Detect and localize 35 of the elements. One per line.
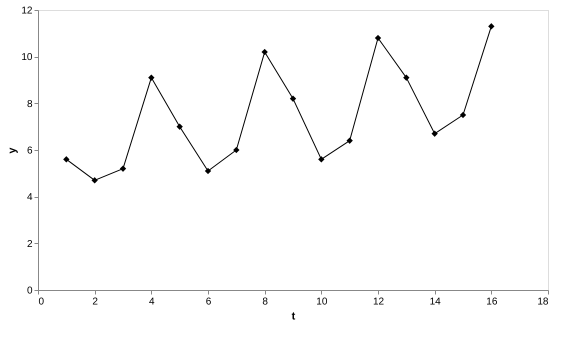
y-tick-label: 4 [26, 192, 33, 204]
point [432, 130, 438, 137]
point [403, 74, 410, 81]
x-tick-label: 8 [262, 296, 268, 308]
point [374, 34, 382, 42]
x-tick-label: 16 [486, 296, 498, 308]
point [290, 96, 296, 102]
x-tick-label: 14 [430, 296, 442, 308]
point [176, 124, 183, 130]
x-tick-label: 10 [316, 296, 328, 308]
point [148, 74, 154, 81]
y-tick-label: 12 [21, 6, 33, 16]
x-tick-label: 18 [537, 296, 549, 308]
point [92, 177, 98, 184]
y-tick-label: 2 [26, 238, 33, 250]
x-tick-label: 4 [149, 296, 156, 308]
point [120, 166, 126, 172]
x-tick-label: 6 [206, 296, 212, 308]
y-tick-label: 8 [26, 98, 33, 110]
y-tick-label: 6 [26, 146, 33, 156]
point [318, 156, 324, 162]
point [262, 48, 268, 56]
y-axis-title: y [6, 146, 18, 154]
y-tick-label: 10 [21, 52, 33, 64]
x-tick-label: 0 [38, 296, 44, 308]
x-axis-title: t [292, 310, 296, 322]
x-tick-label: 2 [92, 296, 98, 308]
x-tick-label: 12 [372, 296, 384, 308]
y-tick-label: 0 [26, 286, 33, 296]
point [63, 156, 70, 162]
point [460, 112, 466, 118]
point [204, 168, 212, 174]
point [233, 146, 240, 154]
point [488, 23, 494, 30]
point [346, 138, 353, 144]
